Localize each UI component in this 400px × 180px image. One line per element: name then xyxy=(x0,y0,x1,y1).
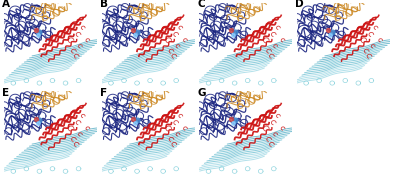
Point xyxy=(232,119,238,122)
Point xyxy=(32,117,39,120)
Point xyxy=(230,121,236,124)
Point xyxy=(36,31,43,33)
Point xyxy=(36,119,43,122)
Text: G: G xyxy=(197,87,206,98)
Point xyxy=(134,31,140,33)
Text: C: C xyxy=(197,0,205,9)
Point xyxy=(132,33,138,36)
Point xyxy=(230,33,236,36)
Text: D: D xyxy=(295,0,304,9)
Point xyxy=(329,31,336,33)
Point xyxy=(34,121,41,124)
Point xyxy=(130,29,136,32)
Text: B: B xyxy=(100,0,108,9)
Point xyxy=(327,33,334,36)
Point xyxy=(228,29,234,32)
Point xyxy=(325,29,332,32)
Point xyxy=(232,31,238,33)
Point xyxy=(228,117,234,120)
Point xyxy=(32,29,39,32)
Point xyxy=(134,119,140,122)
Point xyxy=(132,121,138,124)
Text: E: E xyxy=(2,87,9,98)
Point xyxy=(34,33,41,36)
Text: F: F xyxy=(100,87,107,98)
Text: A: A xyxy=(2,0,10,9)
Point xyxy=(130,117,136,120)
